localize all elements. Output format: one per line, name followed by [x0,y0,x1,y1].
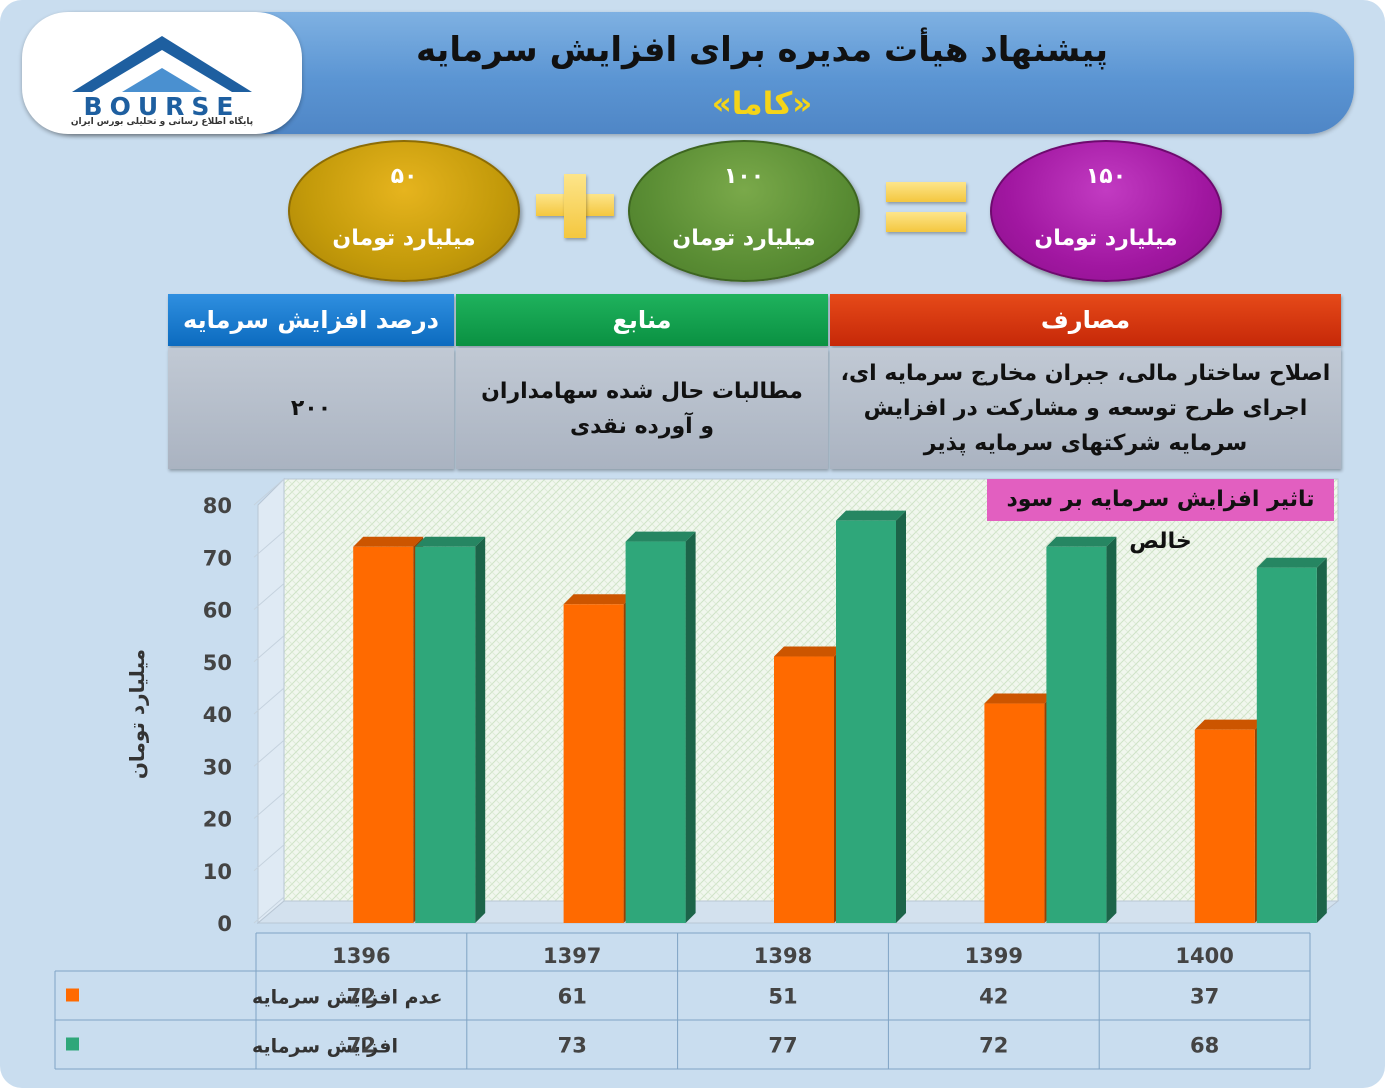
y-gridline [253,739,285,767]
y-tick-label: 30 [203,755,232,779]
legend-label: عدم افزایش سرمایه [252,987,442,1009]
bar [1046,546,1107,923]
data-label: 72 [347,1034,376,1058]
amount-c-unit: میلیارد تومان [1034,226,1178,251]
y-gridline [253,583,285,610]
data-label: 42 [979,985,1008,1009]
bar-top [1046,536,1117,547]
bar-top [415,536,486,547]
bar-side [896,510,906,923]
bar-top [1194,719,1265,730]
bar-side [685,531,696,923]
y-tick-label: 0 [217,912,232,936]
header-percent: درصد افزایش سرمایه [168,294,454,346]
y-gridline [253,635,285,663]
y-axis: 0 10 20 30 40 50 60 70 80 [203,478,285,936]
bar [563,604,624,923]
data-label: 61 [558,985,587,1009]
bar-side [1316,557,1327,923]
amount-a-unit: میلیارد تومان [332,226,476,251]
cell-sources: مطالبات حال شده سهامداران و آورده نقدی [456,348,828,469]
y-tick-label: 40 [203,703,232,727]
bar [625,541,686,923]
amount-c-value: ۱۵۰ [1085,164,1127,189]
y-gridline [253,478,285,506]
y-tick-label: 60 [203,599,232,623]
data-label: 73 [558,1034,587,1058]
bar [774,656,834,923]
x-tick-label: 1398 [754,944,812,968]
data-label: 51 [768,985,797,1009]
bar-series [353,510,1327,923]
legend-swatch [66,988,79,1002]
amount-oval-a: ۵۰ میلیارد تومان [288,140,520,282]
x-tick-label: 1399 [965,944,1023,968]
bar-side [1106,536,1117,923]
y-tick-label: 10 [203,860,232,884]
y-gridline [253,687,285,715]
y-axis-label: میلیارد تومان [125,649,149,780]
y-tick-label: 70 [203,546,232,570]
chart-title: تاثیر افزایش سرمایه بر سود خالص [987,479,1334,554]
data-label: 37 [1190,985,1219,1009]
bar-top [563,594,634,605]
bar-top [774,646,844,657]
y-gridline [253,792,285,819]
bar-top [984,693,1055,704]
x-tick-label: 1397 [543,944,601,968]
bar [836,520,896,923]
amount-b-value: ۱۰۰ [723,164,765,189]
logo-tagline: پایگاه اطلاع رسانی و تحلیلی بورس ایران [70,117,254,127]
y-tick-label: 20 [203,808,232,832]
cell-percent: ۲۰۰ [168,348,454,469]
bar-top [353,536,424,547]
x-tick-label: 1400 [1175,944,1233,968]
page-title: پیشنهاد هیأت مدیره برای افزایش سرمایه [415,30,1109,70]
bar [1256,567,1317,923]
legend-label: افزایش سرمایه [252,1036,398,1058]
cell-uses: اصلاح ساختار مالی، جبران مخارج سرمایه ای… [830,348,1341,469]
amount-b-unit: میلیارد تومان [672,226,816,251]
bar [984,703,1045,923]
y-gridline [253,896,285,924]
data-label: 72 [347,985,376,1009]
bar-top [836,510,906,521]
logo: BOURSE پایگاه اطلاع رسانی و تحلیلی بورس … [22,12,302,134]
y-gridline [253,530,285,558]
amount-oval-c: ۱۵۰ میلیارد تومان [990,140,1222,282]
y-gridline [253,844,285,872]
bar-top [625,531,696,542]
y-tick-label: 50 [203,651,232,675]
header-uses: مصارف [830,294,1341,346]
logo-brand: BOURSE [83,92,241,121]
bar [1194,729,1255,923]
amount-a-value: ۵۰ [390,164,418,189]
bar [353,546,414,923]
data-label: 77 [768,1034,797,1058]
x-tick-label: 1396 [332,944,390,968]
y-tick-label: 80 [203,494,232,518]
data-label: 68 [1190,1034,1219,1058]
logo-mark-icon [72,36,252,92]
header-sources: منابع [456,294,828,346]
bar-side [475,536,486,923]
page-subtitle: «کاما» [711,86,813,122]
data-label: 72 [979,1034,1008,1058]
amount-oval-b: ۱۰۰ میلیارد تومان [628,140,860,282]
legend-swatch [66,1037,79,1051]
bar-top [1256,557,1327,568]
bar [415,546,476,923]
